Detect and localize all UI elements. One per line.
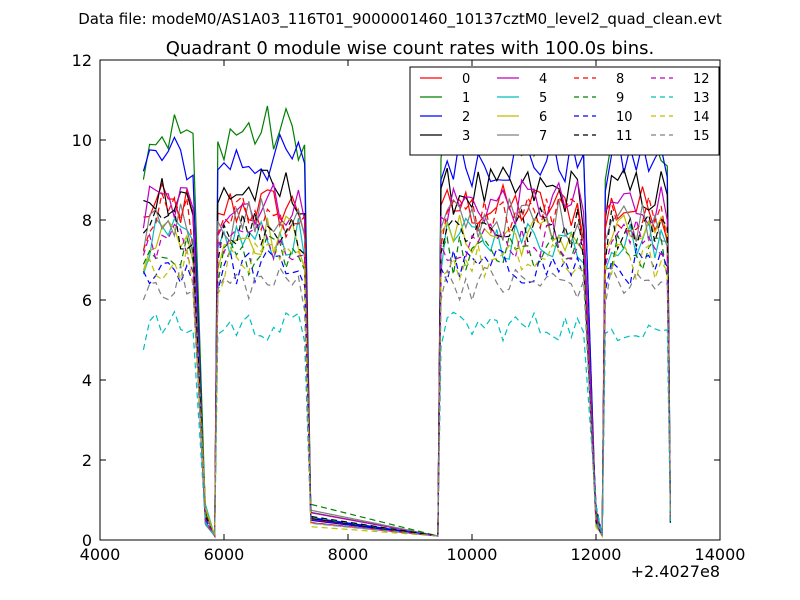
legend-label-15: 15 xyxy=(693,129,710,144)
series-line-8 xyxy=(142,191,671,537)
plot-lines xyxy=(142,101,671,539)
x-axis: 4000 6000 8000 10000 12000 14000 xyxy=(80,60,746,564)
x-tick-label: 12000 xyxy=(571,545,622,564)
chart-title: Quadrant 0 module wise count rates with … xyxy=(166,38,655,59)
legend-label-8: 8 xyxy=(616,72,624,87)
legend-label-2: 2 xyxy=(462,110,470,125)
legend-label-1: 1 xyxy=(462,91,470,106)
series-line-14 xyxy=(142,241,671,538)
x-tick-label: 14000 xyxy=(695,545,746,564)
legend-label-4: 4 xyxy=(539,72,547,87)
legend-label-10: 10 xyxy=(616,110,633,125)
legend-label-6: 6 xyxy=(539,110,547,125)
legend-label-7: 7 xyxy=(539,129,547,144)
y-tick-label: 6 xyxy=(82,291,92,310)
y-tick-label: 10 xyxy=(72,131,92,150)
legend-label-12: 12 xyxy=(693,72,710,87)
legend-label-11: 11 xyxy=(616,129,633,144)
chart-suptitle: Data file: modeM0/AS1A03_116T01_90000014… xyxy=(78,10,722,29)
series-line-2 xyxy=(142,132,671,538)
series-line-15 xyxy=(142,264,671,537)
y-tick-label: 8 xyxy=(82,211,92,230)
x-tick-label: 6000 xyxy=(204,545,245,564)
legend-label-14: 14 xyxy=(693,110,710,125)
y-tick-label: 0 xyxy=(82,531,92,550)
y-tick-label: 4 xyxy=(82,371,92,390)
legend-box xyxy=(409,66,720,156)
x-tick-label: 10000 xyxy=(447,545,498,564)
series-line-1 xyxy=(142,101,671,537)
x-tick-label: 4000 xyxy=(80,545,121,564)
legend-label-3: 3 xyxy=(462,129,470,144)
y-tick-label: 12 xyxy=(72,51,92,70)
x-offset-label: +2.4027e8 xyxy=(631,562,720,581)
legend-label-13: 13 xyxy=(693,91,710,106)
y-tick-label: 2 xyxy=(82,451,92,470)
legend-label-0: 0 xyxy=(462,72,470,87)
legend-label-9: 9 xyxy=(616,91,624,106)
series-line-12 xyxy=(142,217,671,539)
x-tick-label: 8000 xyxy=(328,545,369,564)
legend-label-5: 5 xyxy=(539,91,547,106)
